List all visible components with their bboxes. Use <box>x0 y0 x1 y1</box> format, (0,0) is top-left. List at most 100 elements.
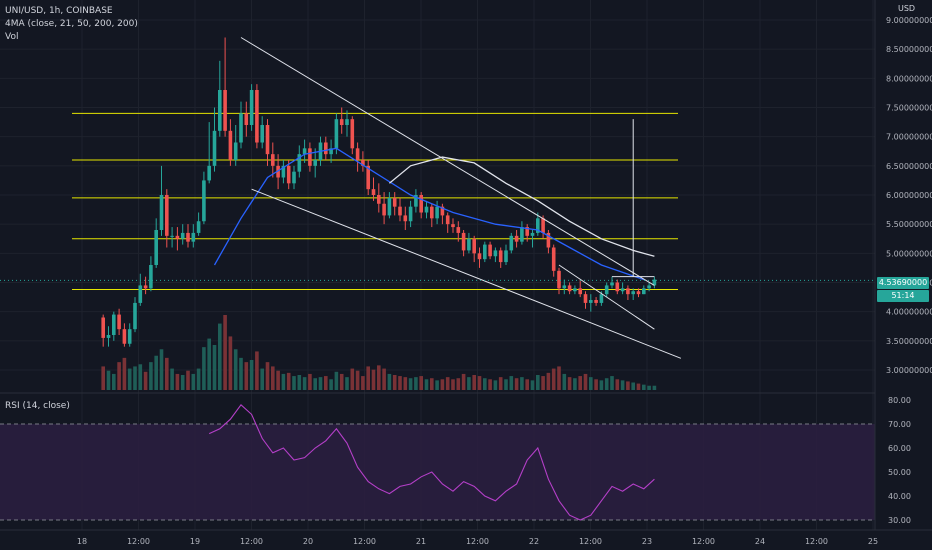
volume-bar <box>615 379 620 390</box>
volume-bar <box>122 357 127 390</box>
volume-bar <box>536 375 540 390</box>
volume-bar <box>498 377 503 390</box>
candle-body <box>165 195 169 236</box>
candle-body <box>467 238 471 251</box>
volume-bar <box>509 376 514 390</box>
candle-body <box>233 142 238 160</box>
candle-body <box>599 294 604 303</box>
time-tick-label: 20 <box>303 537 313 546</box>
candle-body <box>371 189 376 195</box>
trendline[interactable] <box>251 188 682 359</box>
candle-body <box>334 119 339 149</box>
candle-body <box>626 288 630 295</box>
candle-body <box>414 195 418 207</box>
candle-body <box>498 250 503 263</box>
candle-body <box>260 125 264 143</box>
time-tick-label: 12:00 <box>466 537 489 546</box>
volume-bar <box>551 368 556 390</box>
candle-body <box>212 130 217 166</box>
candle-body <box>589 300 593 303</box>
indicator-4ma-title[interactable]: 4MA (close, 21, 50, 200, 200) <box>5 19 138 29</box>
volume-bar <box>212 345 217 390</box>
trendlines[interactable] <box>0 37 875 359</box>
candle-body <box>159 195 164 230</box>
price-tick-label: 9.00000000 <box>886 16 932 25</box>
volume-bar <box>339 373 344 390</box>
volume-bar <box>159 349 164 390</box>
candle-body <box>392 197 397 207</box>
price-tick-label: 6.50000000 <box>886 162 932 171</box>
volume-bar <box>557 366 561 390</box>
candle-body <box>488 244 492 257</box>
time-axis[interactable]: 18 12:00 19 12:00 20 12:00 21 12:00 22 12:00 23 12:… <box>0 529 932 546</box>
candle-body <box>514 235 519 242</box>
volume-bar <box>345 377 349 390</box>
candle-body <box>604 285 609 295</box>
time-tick-label: 21 <box>416 537 426 546</box>
candle-body <box>117 314 121 330</box>
rsi-line <box>208 403 655 521</box>
volume-bar <box>334 371 339 390</box>
volume-bars <box>101 315 657 390</box>
symbol-title[interactable]: UNI/USD, 1h, COINBASE <box>5 6 113 16</box>
volume-bar <box>143 371 148 390</box>
rsi-title[interactable]: RSI (14, close) <box>5 401 70 411</box>
rsi-pane <box>0 403 875 521</box>
volume-bar <box>477 376 482 390</box>
candle-body <box>191 232 196 242</box>
candle-body <box>297 154 302 172</box>
candle-body <box>101 317 105 338</box>
candle-body <box>435 206 439 219</box>
volume-bar <box>493 380 498 390</box>
rsi-tick-label: 70.00 <box>888 420 911 429</box>
candle-body <box>652 279 657 286</box>
price-tick-label: 3.50000000 <box>886 337 932 346</box>
price-tick-label: 5.50000000 <box>886 220 932 229</box>
trendline[interactable] <box>558 264 655 330</box>
volume-bar <box>604 378 609 390</box>
indicator-vol-title[interactable]: Vol <box>5 32 19 42</box>
currency-label: USD <box>898 4 916 13</box>
trendline[interactable] <box>240 37 655 286</box>
volume-bar <box>175 373 180 390</box>
candle-body <box>244 113 249 125</box>
candle-body <box>445 215 450 225</box>
candle-body <box>424 206 429 213</box>
candle-body <box>154 230 158 265</box>
rsi-band <box>0 424 875 520</box>
volume-bar <box>265 362 270 390</box>
candle-body <box>387 197 392 216</box>
candle-body <box>536 218 540 233</box>
time-tick-label: 23 <box>642 537 652 546</box>
time-tick-label: 12:00 <box>240 537 263 546</box>
candle-body <box>106 335 111 338</box>
candle-body <box>366 165 370 190</box>
candle-body <box>180 232 185 239</box>
volume-bar <box>414 377 418 390</box>
volume-bar <box>642 384 646 390</box>
volume-bar <box>223 315 227 390</box>
candle-body <box>562 285 567 289</box>
volume-bar <box>255 351 259 390</box>
volume-bar <box>228 336 233 390</box>
candle-body <box>339 119 344 125</box>
candle-body <box>483 244 487 260</box>
candle-body <box>345 119 349 125</box>
volume-bar <box>218 323 222 390</box>
time-tick-label: 12:00 <box>692 537 715 546</box>
volume-bar <box>562 373 567 390</box>
volume-bar <box>620 380 625 390</box>
volume-bar <box>371 369 376 390</box>
candle-body <box>578 288 582 295</box>
volume-bar <box>329 379 333 390</box>
volume-bar <box>594 379 598 390</box>
candle-body <box>329 148 333 155</box>
volume-bar <box>138 364 143 390</box>
candle-body <box>196 221 201 233</box>
candle-body <box>324 142 328 155</box>
candle-body <box>207 165 211 181</box>
candle-body <box>573 288 577 292</box>
candle-body <box>308 148 312 166</box>
bar-countdown-label: 51:14 <box>877 290 929 302</box>
